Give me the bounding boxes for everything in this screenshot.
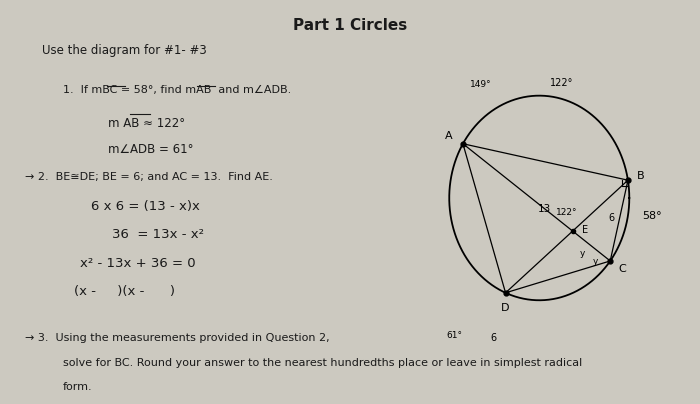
Text: 149°: 149° [470,80,491,89]
Text: 6: 6 [490,333,496,343]
Text: Use the diagram for #1- #3: Use the diagram for #1- #3 [42,44,206,57]
Text: → 3.  Using the measurements provided in Question 2,: → 3. Using the measurements provided in … [25,333,329,343]
Text: 122°: 122° [556,208,578,217]
Text: 13: 13 [538,204,551,214]
Text: E: E [582,225,588,235]
Text: D: D [501,303,510,313]
Text: A: A [444,130,452,141]
Text: y: y [580,249,586,258]
Text: m∠ADB = 61°: m∠ADB = 61° [108,143,194,156]
Text: m AB ≈ 122°: m AB ≈ 122° [108,117,186,130]
Text: form.: form. [63,382,92,392]
Text: x² - 13x + 36 = 0: x² - 13x + 36 = 0 [80,257,196,269]
Text: y: y [592,257,598,266]
Text: Part 1 Circles: Part 1 Circles [293,18,407,33]
Text: C: C [619,264,626,274]
Text: 122°: 122° [550,78,573,88]
Text: solve for BC. Round your answer to the nearest hundredths place or leave in simp: solve for BC. Round your answer to the n… [63,358,582,368]
Text: → 2.  BE≅DE; BE = 6; and AC = 13.  Find AE.: → 2. BE≅DE; BE = 6; and AC = 13. Find AE… [25,172,272,182]
Text: 6: 6 [608,213,615,223]
Text: (x -     )(x -      ): (x - )(x - ) [74,285,174,298]
Text: B: B [636,171,644,181]
Text: 61°: 61° [447,331,463,340]
Text: 6 x 6 = (13 - x)x: 6 x 6 = (13 - x)x [91,200,200,213]
Text: 1.  If mBC = 58°, find mAB  and m∠ADB.: 1. If mBC = 58°, find mAB and m∠ADB. [63,85,291,95]
Text: 36  = 13x - x²: 36 = 13x - x² [112,228,204,241]
Text: 58°: 58° [642,211,661,221]
